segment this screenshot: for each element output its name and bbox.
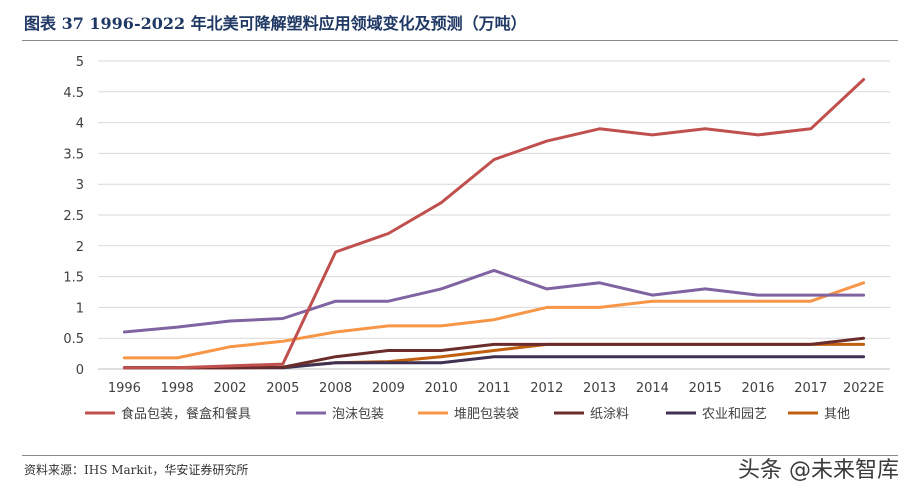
x-tick-label: 1998 xyxy=(161,381,194,396)
y-tick-label: 1 xyxy=(76,301,84,316)
y-tick-label: 0.5 xyxy=(63,332,84,347)
series-line xyxy=(122,336,866,370)
title-divider xyxy=(22,40,898,41)
x-tick-label: 2010 xyxy=(425,381,458,396)
x-tick-label: 2016 xyxy=(741,381,774,396)
series-line xyxy=(122,78,866,370)
y-tick-label: 5 xyxy=(76,55,84,70)
x-tick-label: 2014 xyxy=(636,381,669,396)
x-tick-label: 2022E xyxy=(843,381,884,396)
y-tick-label: 0 xyxy=(76,363,84,378)
legend-label: 泡沫包装 xyxy=(332,407,384,422)
y-tick-label: 4 xyxy=(76,117,84,132)
footer-divider xyxy=(22,455,898,456)
y-tick-label: 2.5 xyxy=(63,209,84,224)
y-tick-label: 4.5 xyxy=(63,86,84,101)
x-tick-label: 2017 xyxy=(794,381,827,396)
legend-label: 纸涂料 xyxy=(590,406,629,422)
legend-label: 食品包装，餐盒和餐具 xyxy=(121,406,251,422)
legend-label: 其他 xyxy=(824,407,850,422)
series-line xyxy=(122,268,866,334)
y-tick-label: 2 xyxy=(76,240,84,255)
x-tick-label: 2005 xyxy=(266,381,299,396)
source-note: 资料来源：IHS Markit，华安证券研究所 xyxy=(24,463,249,477)
y-tick-label: 3 xyxy=(76,178,84,193)
series-line xyxy=(122,281,866,360)
watermark: 头条 @未来智库 xyxy=(738,458,899,483)
x-tick-label: 2002 xyxy=(213,381,246,396)
legend-label: 堆肥包装袋 xyxy=(454,407,519,422)
x-tick-label: 2009 xyxy=(372,381,405,396)
y-tick-label: 3.5 xyxy=(63,147,84,162)
x-tick-label: 2013 xyxy=(583,381,616,396)
x-tick-label: 2008 xyxy=(319,381,352,396)
legend-label: 农业和园艺 xyxy=(702,407,767,422)
y-tick-label: 1.5 xyxy=(63,271,84,286)
x-tick-label: 2012 xyxy=(530,381,563,396)
x-tick-label: 2015 xyxy=(689,381,722,396)
x-tick-label: 1996 xyxy=(108,381,141,396)
line-chart: 0 0.5 1 1.5 2 2.5 3 3.5 4 4.5 5 1996 1998 2002 2005 200… xyxy=(63,55,890,422)
x-tick-label: 2011 xyxy=(477,381,510,396)
chart-title: 图表 37 1996-2022 年北美可降解塑料应用领域变化及预测（万吨） xyxy=(24,14,527,33)
